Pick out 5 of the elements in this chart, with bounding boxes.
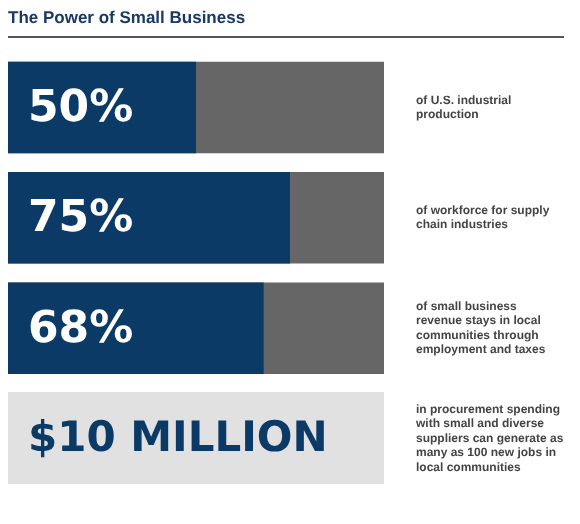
chart-title: The Power of Small Business (8, 6, 246, 27)
data-label: 75% (28, 193, 134, 244)
data-label: 50% (28, 82, 134, 133)
data-label: 68% (28, 303, 134, 354)
annotation: $10 MILLION (28, 413, 328, 462)
